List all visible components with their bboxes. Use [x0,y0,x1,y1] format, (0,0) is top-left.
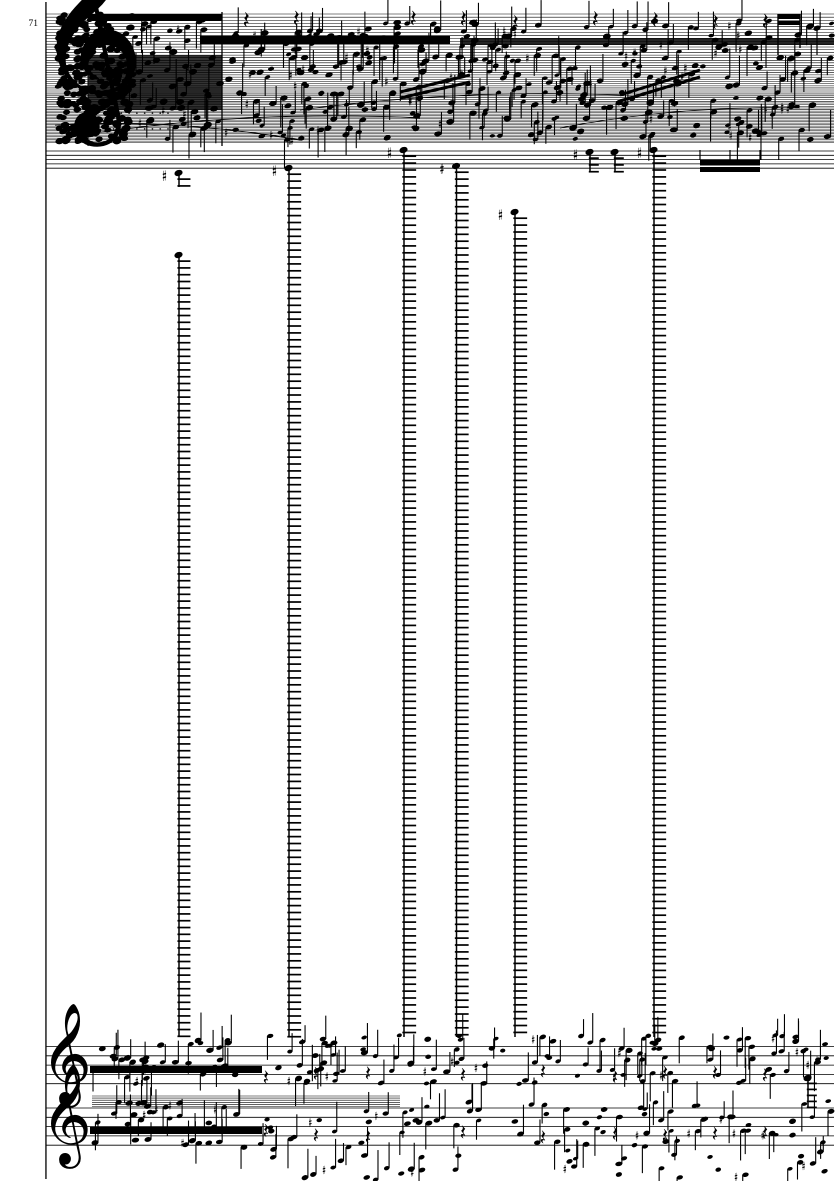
svg-text:𝄽: 𝄽 [263,1062,269,1093]
svg-text:𝄽: 𝄽 [365,1121,371,1152]
svg-text:♯: ♯ [128,62,132,81]
svg-text:𝄽: 𝄽 [460,1059,466,1090]
svg-text:♯: ♯ [526,46,530,65]
svg-text:♯: ♯ [738,37,742,56]
svg-text:71: 71 [29,19,39,29]
svg-text:♯: ♯ [385,69,389,88]
svg-text:♯: ♯ [322,1158,326,1177]
svg-text:𝄽: 𝄽 [293,2,300,36]
svg-text:♯: ♯ [635,1123,639,1142]
svg-text:♯: ♯ [633,40,637,59]
svg-text:𝄞: 𝄞 [48,1062,91,1169]
svg-text:𝄽: 𝄽 [243,3,250,37]
svg-text:♯: ♯ [142,1102,146,1121]
svg-text:♯: ♯ [162,159,167,184]
svg-text:𝄽: 𝄽 [612,1061,618,1092]
svg-text:♯: ♯ [423,1059,427,1078]
svg-text:♯: ♯ [664,58,668,77]
svg-text:♯: ♯ [780,97,784,116]
svg-text:♯: ♯ [734,1165,738,1181]
svg-text:♯: ♯ [290,128,294,147]
svg-text:♯: ♯ [684,56,688,75]
svg-text:♯: ♯ [714,41,718,60]
svg-text:♯: ♯ [573,138,578,163]
svg-text:𝄽: 𝄽 [712,1118,718,1149]
svg-text:𝄽: 𝄽 [762,4,769,38]
svg-text:𝄽: 𝄽 [410,1,417,35]
svg-text:♯: ♯ [771,1026,775,1045]
svg-text:♯: ♯ [498,198,503,223]
svg-text:♯: ♯ [618,1040,622,1059]
svg-text:𝄽: 𝄽 [460,2,467,36]
svg-text:♯: ♯ [287,1068,291,1087]
svg-text:♯: ♯ [293,74,297,93]
svg-text:♯: ♯ [289,63,293,82]
svg-text:♯: ♯ [345,44,349,63]
svg-text:♯: ♯ [387,136,392,161]
svg-text:♯: ♯ [728,13,732,32]
svg-text:𝄽: 𝄽 [762,1117,768,1148]
svg-text:♯: ♯ [253,23,257,42]
svg-text:𝄽: 𝄽 [712,5,719,39]
svg-text:♯: ♯ [719,1107,723,1126]
svg-text:♯: ♯ [531,1027,535,1046]
svg-text:♯: ♯ [764,97,768,116]
svg-text:𝄽: 𝄽 [263,1115,269,1146]
svg-text:𝄽: 𝄽 [540,1122,546,1153]
svg-text:𝄽: 𝄽 [365,1057,371,1088]
svg-text:♯: ♯ [161,98,165,117]
svg-text:𝄽: 𝄽 [612,1118,618,1149]
svg-text:♯: ♯ [181,1131,185,1150]
svg-text:♯: ♯ [659,33,663,52]
svg-text:♯: ♯ [589,71,593,90]
svg-text:𝄽: 𝄽 [592,2,599,36]
svg-text:𝄽: 𝄽 [460,1117,466,1148]
svg-text:♯: ♯ [308,1110,312,1129]
svg-text:♯: ♯ [325,1064,329,1083]
svg-text:♯: ♯ [122,86,126,105]
svg-text:𝄽: 𝄽 [313,1058,319,1089]
svg-text:♯: ♯ [474,1056,478,1075]
svg-text:𝄽: 𝄽 [662,1057,668,1088]
svg-text:♯: ♯ [375,1104,379,1123]
svg-text:𝄽: 𝄽 [540,1056,546,1087]
svg-text:𝄽: 𝄽 [762,1059,768,1090]
svg-text:𝄽: 𝄽 [662,1120,668,1151]
svg-text:♯: ♯ [687,1121,691,1140]
svg-text:♯: ♯ [272,154,277,179]
svg-text:𝄽: 𝄽 [313,1119,319,1150]
svg-text:♯: ♯ [732,1121,736,1140]
svg-text:♯: ♯ [748,125,752,144]
svg-text:♯: ♯ [637,136,642,161]
svg-text:𝄽: 𝄽 [652,3,659,37]
svg-text:𝄽: 𝄽 [712,1057,718,1088]
svg-text:♯: ♯ [806,1052,810,1071]
svg-text:♯: ♯ [168,1093,172,1112]
svg-text:♯: ♯ [438,112,442,131]
svg-text:♯: ♯ [563,1157,567,1176]
svg-text:♯: ♯ [440,152,445,177]
svg-text:𝄽: 𝄽 [512,6,519,40]
svg-text:♯: ♯ [186,55,190,74]
svg-text:♯: ♯ [183,102,187,121]
svg-text:♯: ♯ [269,122,273,141]
svg-text:♯: ♯ [624,44,628,63]
